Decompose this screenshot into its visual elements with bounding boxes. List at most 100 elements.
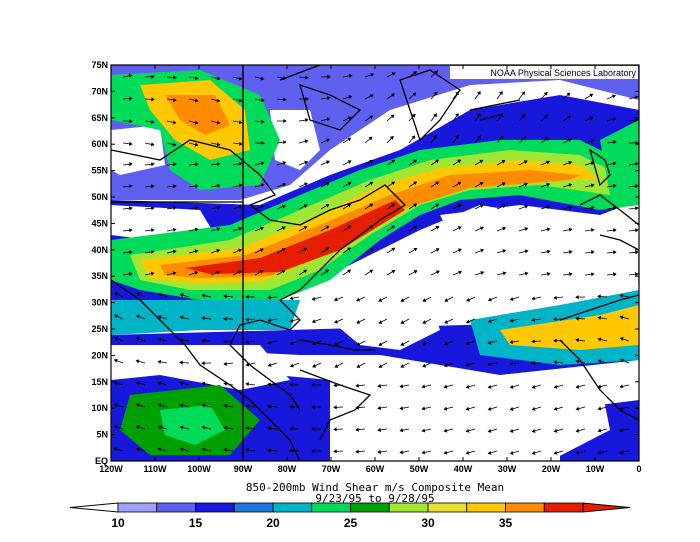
- wind-arrowhead-236: [569, 272, 573, 277]
- wind-arrowhead-162: [524, 204, 529, 209]
- wind-arrowhead-65: [499, 113, 504, 118]
- wind-arrowhead-231: [458, 270, 463, 275]
- wind-arrowhead-143: [635, 184, 639, 189]
- colorbar-tick-4: 30: [421, 516, 435, 530]
- lon-label-11: 10W: [586, 464, 605, 474]
- lon-label-2: 100W: [187, 464, 211, 474]
- wind-arrowhead-95: [635, 140, 639, 145]
- wind-arrowhead-186: [524, 227, 529, 232]
- wind-arrowhead-246: [245, 294, 249, 299]
- wind-arrowhead-157: [413, 203, 418, 208]
- wind-arrowhead-377: [487, 406, 492, 411]
- wind-arrowhead-216: [128, 271, 133, 276]
- wind-arrowhead-309: [575, 338, 579, 343]
- wind-arrowhead-402: [509, 428, 514, 433]
- map-date-range: 9/23/95 to 9/28/95: [315, 492, 434, 505]
- wind-arrowhead-170: [172, 227, 177, 232]
- wind-arrowhead-293: [223, 339, 227, 344]
- wind-arrowhead-181: [413, 225, 418, 230]
- wind-arrowhead-194: [172, 249, 177, 254]
- wind-arrowhead-431: [619, 450, 624, 455]
- wind-arrowhead-29: [238, 98, 243, 103]
- wind-arrowhead-190: [613, 228, 617, 233]
- wind-arrowhead-46: [611, 94, 616, 99]
- wind-arrowhead-359: [619, 384, 624, 389]
- wind-arrowhead-137: [501, 182, 506, 186]
- wind-arrowhead-93: [590, 139, 595, 144]
- wind-arrowhead-24: [129, 96, 133, 101]
- wind-arrowhead-401: [487, 428, 492, 433]
- wind-arrowhead-96: [129, 162, 133, 167]
- wind-arrowhead-386: [157, 425, 162, 430]
- lat-label-15: EQ: [95, 456, 108, 466]
- wind-arrowhead-416: [289, 448, 293, 453]
- wind-arrowhead-167: [635, 206, 639, 211]
- wind-arrowhead-388: [201, 425, 206, 430]
- wind-arrowhead-53: [238, 120, 243, 125]
- lon-label-1: 110W: [143, 464, 167, 474]
- wind-arrowhead-348: [377, 383, 382, 388]
- wind-arrowhead-4: [216, 76, 221, 81]
- wind-arrowhead-322: [334, 364, 339, 368]
- wind-arrowhead-368: [289, 404, 293, 409]
- wind-arrowhead-238: [613, 272, 617, 277]
- wind-arrowhead-62: [433, 113, 438, 118]
- wind-arrowhead-127: [282, 182, 287, 187]
- wind-arrowhead-259: [531, 296, 536, 301]
- wind-arrowhead-257: [487, 297, 492, 302]
- wind-arrowhead-315: [179, 360, 183, 365]
- wind-arrowhead-404: [553, 428, 558, 433]
- wind-arrowhead-103: [282, 161, 287, 166]
- wind-arrowhead-204: [391, 247, 396, 252]
- wind-arrowhead-146: [173, 206, 177, 211]
- wind-arrowhead-333: [575, 359, 580, 364]
- wind-arrowhead-206: [435, 248, 440, 252]
- wind-arrowhead-424: [465, 450, 470, 455]
- wind-arrowhead-412: [201, 447, 206, 452]
- colorbar-swatch-8: [427, 502, 468, 513]
- wind-arrowhead-130: [347, 182, 352, 186]
- wind-arrowhead-110: [435, 159, 440, 164]
- wind-arrowhead-245: [223, 294, 227, 299]
- wind-arrowhead-141: [590, 183, 595, 188]
- wind-arrowhead-50: [172, 120, 177, 125]
- wind-arrowhead-122: [173, 184, 177, 189]
- wind-arrowhead-214: [613, 250, 617, 255]
- wind-arrowhead-12: [391, 72, 396, 76]
- wind-arrowhead-30: [260, 98, 265, 103]
- wind-arrowhead-43: [543, 91, 548, 96]
- wind-arrowhead-183: [457, 226, 462, 230]
- wind-arrowhead-81: [325, 138, 330, 143]
- wind-arrowhead-294: [245, 339, 250, 345]
- latitude-labels: 75N 70N 65N 60N 55N 50N 45N 40N 35N 30N 25N 20N 15N 1…: [91, 60, 108, 466]
- wind-arrowhead-285: [575, 316, 579, 321]
- wind-arrowhead-199: [281, 248, 286, 252]
- wind-arrowhead-291: [179, 338, 184, 343]
- wind-arrowhead-70: [612, 117, 617, 122]
- wind-arrowhead-310: [597, 337, 602, 342]
- wind-arrowhead-10: [348, 73, 353, 78]
- wind-arrowhead-352: [465, 384, 470, 389]
- wind-arrowhead-92: [567, 138, 572, 142]
- wind-arrowhead-350: [421, 384, 426, 389]
- wind-arrowhead-178: [347, 225, 352, 230]
- wind-arrowhead-196: [216, 248, 221, 253]
- wind-arrowhead-319: [267, 363, 272, 367]
- wind-arrowhead-150: [260, 204, 265, 209]
- wind-arrowhead-94: [612, 139, 617, 145]
- colorbar-tick-3: 25: [344, 516, 358, 530]
- wind-arrowhead-144: [129, 206, 133, 211]
- wind-arrowhead-63: [455, 113, 459, 118]
- wind-arrowhead-109: [413, 159, 418, 164]
- wind-arrowhead-334: [597, 359, 602, 363]
- wind-arrowhead-224: [303, 269, 308, 274]
- wind-arrowhead-385: [135, 425, 140, 430]
- wind-arrowhead-152: [303, 204, 308, 208]
- wind-arrowhead-253: [400, 298, 405, 302]
- wind-arrowhead-397: [399, 428, 404, 433]
- wind-arrowhead-33: [326, 95, 331, 101]
- wind-arrowhead-79: [283, 140, 287, 145]
- wind-arrowhead-220: [216, 270, 221, 275]
- wind-arrowhead-272: [289, 318, 294, 323]
- wind-arrowhead-205: [413, 247, 418, 252]
